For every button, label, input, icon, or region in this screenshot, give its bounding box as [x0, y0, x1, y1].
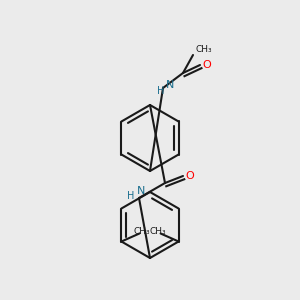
Text: H: H: [127, 191, 135, 201]
Text: CH₃: CH₃: [195, 44, 211, 53]
Text: N: N: [137, 186, 145, 196]
Text: CH₃: CH₃: [149, 227, 166, 236]
Text: CH₃: CH₃: [134, 227, 151, 236]
Text: O: O: [202, 60, 211, 70]
Text: H: H: [157, 86, 165, 96]
Text: N: N: [166, 80, 174, 90]
Text: O: O: [186, 171, 194, 181]
